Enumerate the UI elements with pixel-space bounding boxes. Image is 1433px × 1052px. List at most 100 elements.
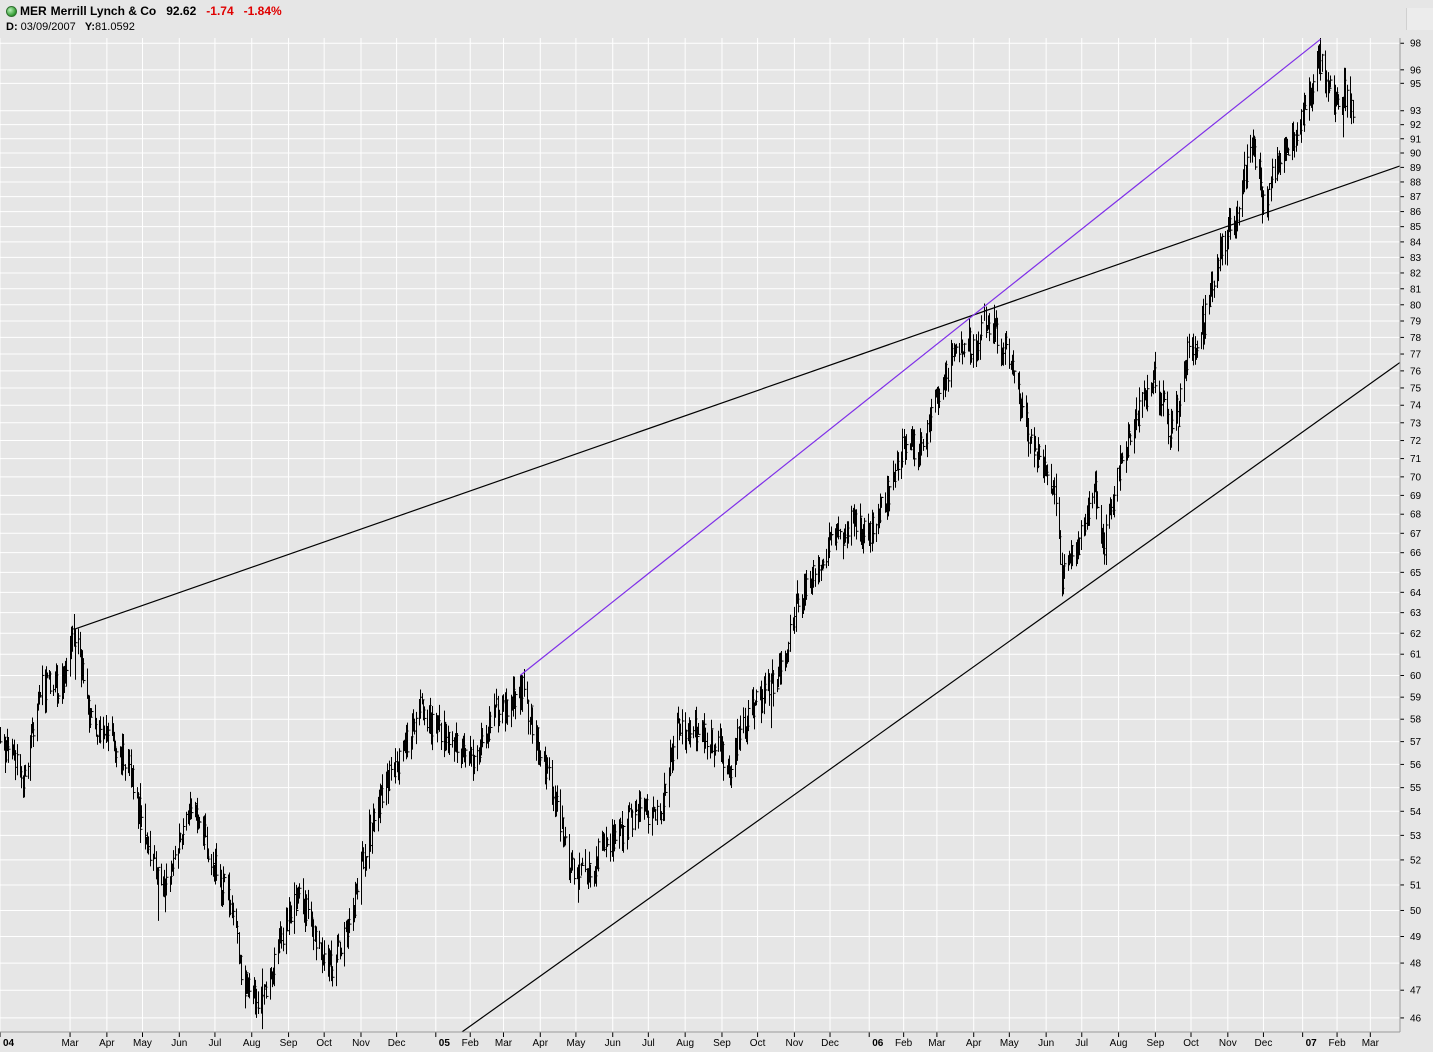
trendline[interactable]	[74, 165, 1401, 630]
x-tick-label: Sep	[1146, 1038, 1164, 1049]
y-tick-label: 72	[1410, 436, 1422, 447]
y-tick-label: 63	[1410, 608, 1422, 619]
ohlc-bar	[246, 970, 249, 995]
y-tick-label: 81	[1410, 284, 1422, 295]
ohlc-bar	[208, 848, 211, 863]
ohlc-bar	[931, 398, 934, 432]
y-tick-label: 49	[1410, 932, 1422, 943]
ohlc-bar	[349, 908, 352, 934]
ohlc-bar	[1056, 473, 1059, 517]
ohlc-bar	[1072, 544, 1075, 567]
ohlc-bar	[565, 826, 568, 846]
ohlc-bar	[441, 722, 444, 751]
y-tick-label: 84	[1410, 237, 1422, 248]
ohlc-bar	[50, 671, 53, 695]
ohlc-bar	[1047, 464, 1050, 486]
ohlc-bar	[840, 528, 843, 540]
ohlc-bar	[986, 306, 989, 338]
ohlc-bar	[856, 509, 859, 540]
y-tick-label: 65	[1410, 568, 1422, 579]
ohlc-bar	[296, 884, 299, 916]
status-dot-icon[interactable]	[6, 5, 17, 17]
ohlc-bar	[973, 334, 976, 368]
ohlc-bar	[579, 852, 582, 890]
ohlc-bar	[679, 718, 682, 741]
ohlc-bar	[574, 858, 577, 885]
ohlc-bar	[1222, 233, 1225, 266]
ohlc-bar	[560, 789, 563, 842]
ohlc-bar	[790, 614, 793, 652]
ohlc-bar	[615, 824, 618, 845]
ohlc-bar	[1189, 333, 1192, 359]
ohlc-bar	[532, 707, 535, 744]
price-chart[interactable]: 46 47 48 49 50 51 52 53 54 55 56 57 58 59 60 61 62 63 64 65…	[0, 38, 1433, 1052]
y-tick-label: 77	[1410, 350, 1422, 361]
x-tick-label: 05	[439, 1038, 451, 1049]
ohlc-bar	[338, 933, 341, 947]
y-tick-label: 86	[1410, 207, 1422, 218]
ohlc-bar	[422, 693, 425, 705]
ohlc-bar	[873, 512, 876, 544]
ohlc-bar	[864, 517, 867, 544]
x-tick-label: Mar	[1362, 1038, 1380, 1049]
x-tick-label: Mar	[928, 1038, 946, 1049]
y-tick-label: 93	[1410, 106, 1422, 117]
ohlc-bar	[665, 784, 668, 796]
price-change: -1.74	[206, 4, 234, 18]
plot-area[interactable]	[0, 38, 1400, 1032]
ohlc-bar	[815, 568, 818, 587]
cursor-date-label: D:	[6, 21, 18, 33]
ohlc-bar	[823, 558, 826, 569]
ohlc-bar	[657, 799, 660, 826]
x-tick-label: Jul	[209, 1038, 222, 1049]
company-name: Merrill Lynch & Co	[50, 4, 157, 18]
ohlc-bar	[1338, 94, 1341, 110]
chart-header: MER Merrill Lynch & Co 92.62 -1.74 -1.84…	[0, 0, 1433, 38]
x-tick-label: Feb	[1328, 1038, 1346, 1049]
x-tick-label: Nov	[786, 1038, 804, 1049]
ohlc-bar	[939, 388, 942, 409]
ohlc-bar	[1081, 520, 1084, 551]
ohlc-bar	[507, 699, 510, 725]
ohlc-bar	[75, 629, 78, 680]
ohlc-bar	[1280, 153, 1283, 176]
ohlc-bar	[623, 825, 626, 853]
ohlc-bar	[274, 947, 277, 987]
ohlc-bar	[150, 830, 153, 867]
trendline[interactable]	[461, 361, 1401, 1033]
ohlc-bar	[299, 883, 302, 899]
ohlc-bar	[524, 668, 527, 697]
ohlc-bar	[959, 343, 962, 363]
x-tick-label: Dec	[388, 1038, 406, 1049]
x-tick-label: Oct	[316, 1038, 332, 1049]
ohlc-bar	[589, 851, 592, 883]
x-tick-label: Mar	[495, 1038, 513, 1049]
ohlc-bar	[1014, 370, 1017, 384]
trendline[interactable]	[519, 38, 1321, 676]
ohlc-bar	[166, 863, 169, 896]
ohlc-bar	[399, 748, 402, 785]
ohlc-bar	[881, 497, 884, 508]
ohlc-bar	[723, 741, 726, 781]
y-tick-label: 60	[1410, 671, 1422, 682]
ohlc-bar	[682, 709, 685, 745]
x-tick-label: Nov	[352, 1038, 370, 1049]
ohlc-bar	[25, 764, 28, 777]
ohlc-bar	[1180, 383, 1183, 417]
ohlc-bar	[1297, 122, 1300, 146]
y-tick-label: 90	[1410, 148, 1422, 159]
ohlc-bar	[33, 722, 36, 747]
y-tick-label: 87	[1410, 192, 1422, 203]
y-tick-label: 85	[1410, 222, 1422, 233]
ohlc-bar	[831, 526, 834, 546]
ohlc-bar	[1089, 491, 1092, 526]
ohlc-bar	[366, 856, 369, 871]
ohlc-bar	[1347, 84, 1350, 118]
header-scroll-handle[interactable]	[1406, 8, 1433, 30]
ohlc-bar	[1172, 410, 1175, 434]
ohlc-bar	[391, 756, 394, 781]
ohlc-bar	[432, 705, 435, 751]
ohlc-bar	[731, 765, 734, 789]
y-tick-label: 91	[1410, 134, 1422, 145]
ohlc-bar	[125, 764, 128, 781]
